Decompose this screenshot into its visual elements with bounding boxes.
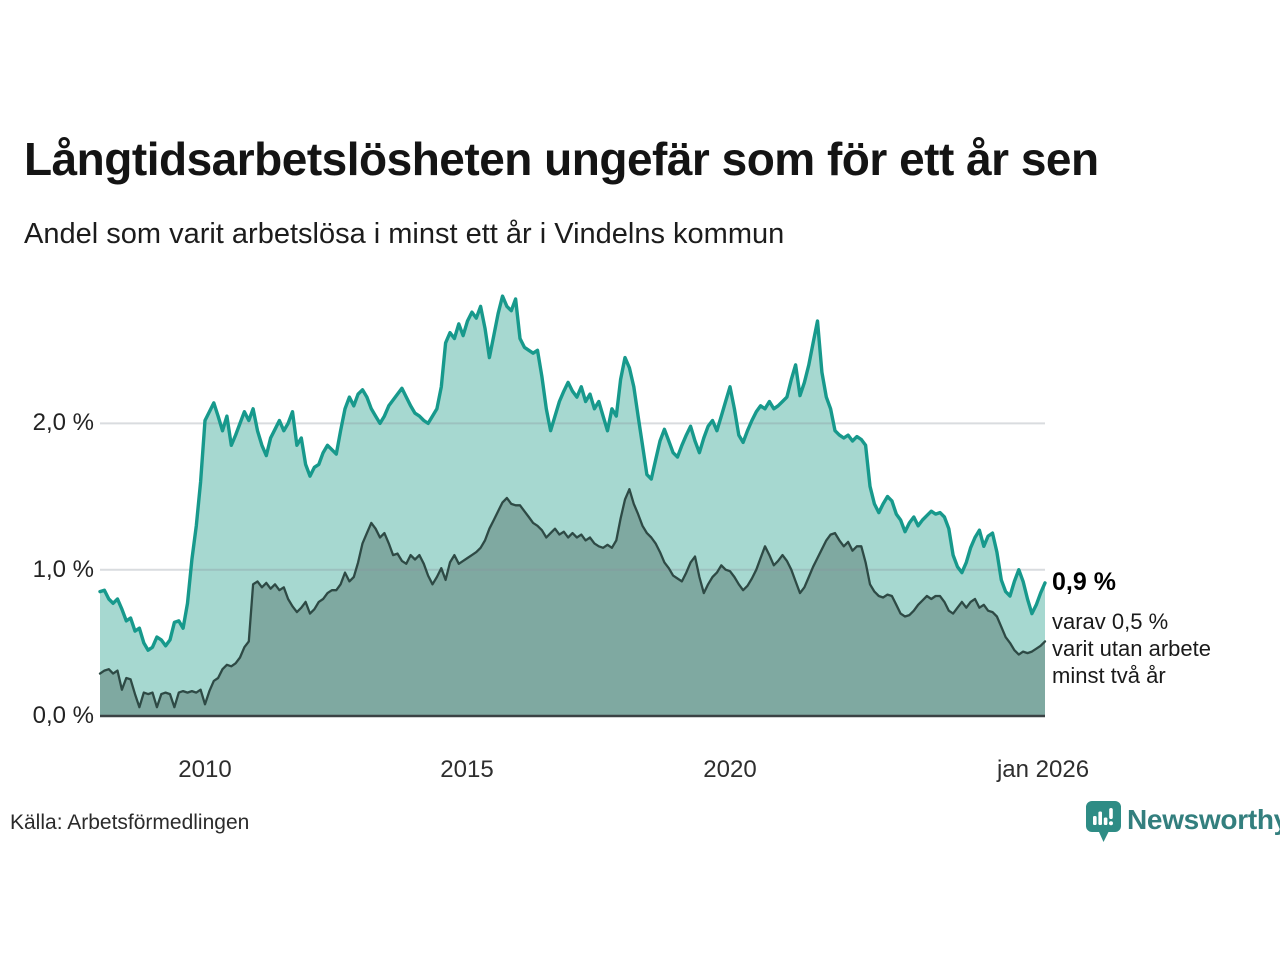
line-one-year xyxy=(98,294,1047,652)
y-tick-1-0: 1,0 % xyxy=(32,556,94,583)
x-tick-2020: 2020 xyxy=(703,756,757,783)
x-tick-jan-2026: jan 2026 xyxy=(996,756,1090,783)
y-tick-2-0: 2,0 % xyxy=(32,409,94,436)
chart-areas xyxy=(100,296,1045,716)
latest-value-annotation: 0,9 % varav 0,5 % varit utan arbete mins… xyxy=(1052,568,1267,689)
chart-subtitle: Andel som varit arbetslösa i minst ett å… xyxy=(24,218,785,250)
latest-one-year-value: 0,9 % xyxy=(1052,568,1116,596)
chart-lines xyxy=(98,294,1047,709)
page-title: Långtidsarbetslösheten ungefär som för e… xyxy=(24,133,1099,185)
y-tick-0-0: 0,0 % xyxy=(32,702,94,729)
newsworthy-brand: Newsworthy xyxy=(1086,800,1280,848)
latest-two-year-line-3: minst två år xyxy=(1052,663,1166,688)
area-two-year xyxy=(100,489,1045,716)
latest-two-year-line-1: varav 0,5 % xyxy=(1052,609,1169,634)
x-tick-2010: 2010 xyxy=(178,756,232,783)
latest-two-year-line-2: varit utan arbete xyxy=(1052,636,1211,661)
newsworthy-wordmark: Newsworthy xyxy=(1127,804,1280,835)
x-tick-2015: 2015 xyxy=(440,756,494,783)
line-two-year xyxy=(98,488,1047,709)
newsworthy-logo-icon xyxy=(1086,801,1121,842)
source-note: Källa: Arbetsförmedlingen xyxy=(10,811,250,834)
